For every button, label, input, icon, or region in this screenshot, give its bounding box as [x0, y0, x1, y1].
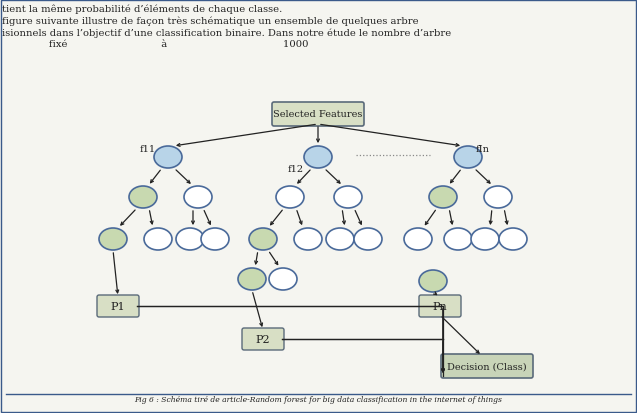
FancyBboxPatch shape [272, 103, 364, 127]
Text: fixé                              à                                     1000: fixé à 1000 [2, 40, 308, 49]
Text: figure suivante illustre de façon très schématique un ensemble de quelques arbre: figure suivante illustre de façon très s… [2, 16, 419, 26]
Ellipse shape [269, 268, 297, 290]
Text: Fig 6 : Schéma tiré de article-Random forest for big data classification in the : Fig 6 : Schéma tiré de article-Random fo… [134, 395, 502, 403]
Ellipse shape [249, 228, 277, 250]
Text: Pn: Pn [433, 301, 447, 311]
Ellipse shape [99, 228, 127, 250]
Ellipse shape [184, 187, 212, 209]
Text: tient la même probabilité d’éléments de chaque classe.: tient la même probabilité d’éléments de … [2, 4, 282, 14]
Ellipse shape [129, 187, 157, 209]
Text: Decision (Class): Decision (Class) [447, 362, 527, 370]
Ellipse shape [238, 268, 266, 290]
Ellipse shape [471, 228, 499, 250]
Ellipse shape [326, 228, 354, 250]
FancyBboxPatch shape [97, 295, 139, 317]
Text: f12: f12 [288, 165, 304, 173]
Text: isionnels dans l’objectif d’une classification binaire. Dans notre étude le nomb: isionnels dans l’objectif d’une classifi… [2, 28, 451, 38]
Ellipse shape [419, 271, 447, 292]
Text: P1: P1 [111, 301, 125, 311]
Ellipse shape [334, 187, 362, 209]
Text: P2: P2 [255, 334, 270, 344]
Text: f11: f11 [140, 145, 156, 154]
Ellipse shape [429, 187, 457, 209]
Ellipse shape [354, 228, 382, 250]
Ellipse shape [484, 187, 512, 209]
Text: Selected Features: Selected Features [273, 110, 362, 119]
Ellipse shape [454, 147, 482, 169]
Ellipse shape [404, 228, 432, 250]
Ellipse shape [154, 147, 182, 169]
Ellipse shape [304, 147, 332, 169]
FancyBboxPatch shape [242, 328, 284, 350]
Ellipse shape [444, 228, 472, 250]
Text: fIn: fIn [476, 145, 490, 154]
Ellipse shape [276, 187, 304, 209]
Ellipse shape [499, 228, 527, 250]
FancyBboxPatch shape [419, 295, 461, 317]
Ellipse shape [144, 228, 172, 250]
FancyBboxPatch shape [441, 354, 533, 378]
Ellipse shape [294, 228, 322, 250]
Ellipse shape [176, 228, 204, 250]
Ellipse shape [201, 228, 229, 250]
